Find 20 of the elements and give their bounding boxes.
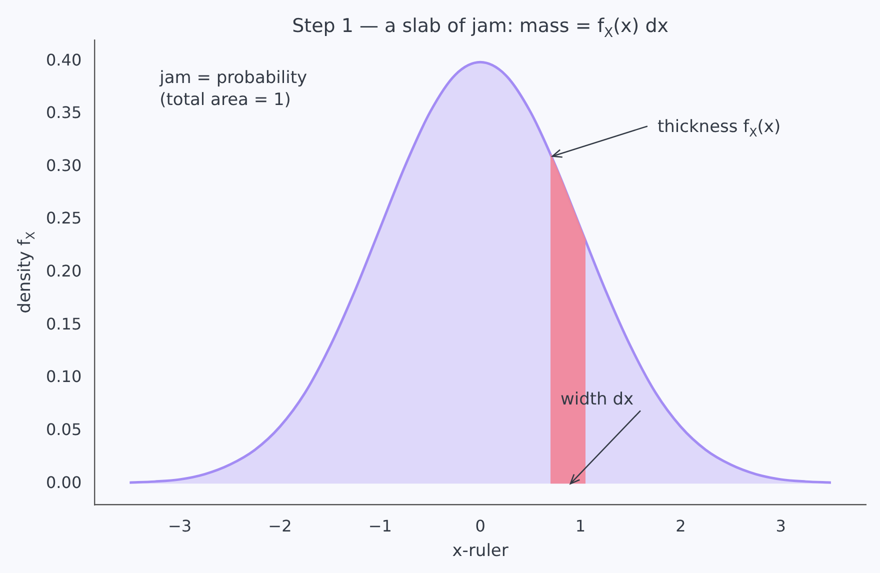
x-tick-label: 3: [776, 516, 786, 536]
y-tick-label: 0.00: [46, 472, 82, 492]
y-tick-label: 0.35: [46, 103, 82, 122]
y-tick-label: 0.15: [46, 314, 82, 334]
y-tick-label: 0.05: [46, 420, 82, 440]
y-tick-label: 0.25: [46, 208, 82, 228]
y-tick-label: 0.10: [46, 367, 82, 386]
x-tick-label: 0: [475, 516, 486, 536]
annotation: jam = probability (total area = 1): [158, 68, 308, 110]
annotation: width dx: [560, 390, 634, 410]
y-axis-title: density fX: [15, 231, 38, 314]
y-tick-label: 0.40: [46, 50, 82, 70]
x-tick-label: −2: [268, 516, 292, 536]
x-tick-label: 2: [676, 516, 686, 536]
x-tick-label: −1: [368, 516, 392, 536]
x-tick-label: −3: [168, 516, 192, 536]
x-axis-title: x-ruler: [452, 541, 508, 561]
y-tick-label: 0.30: [46, 156, 82, 175]
y-tick-label: 0.20: [46, 262, 82, 281]
x-tick-label: 1: [575, 516, 586, 536]
